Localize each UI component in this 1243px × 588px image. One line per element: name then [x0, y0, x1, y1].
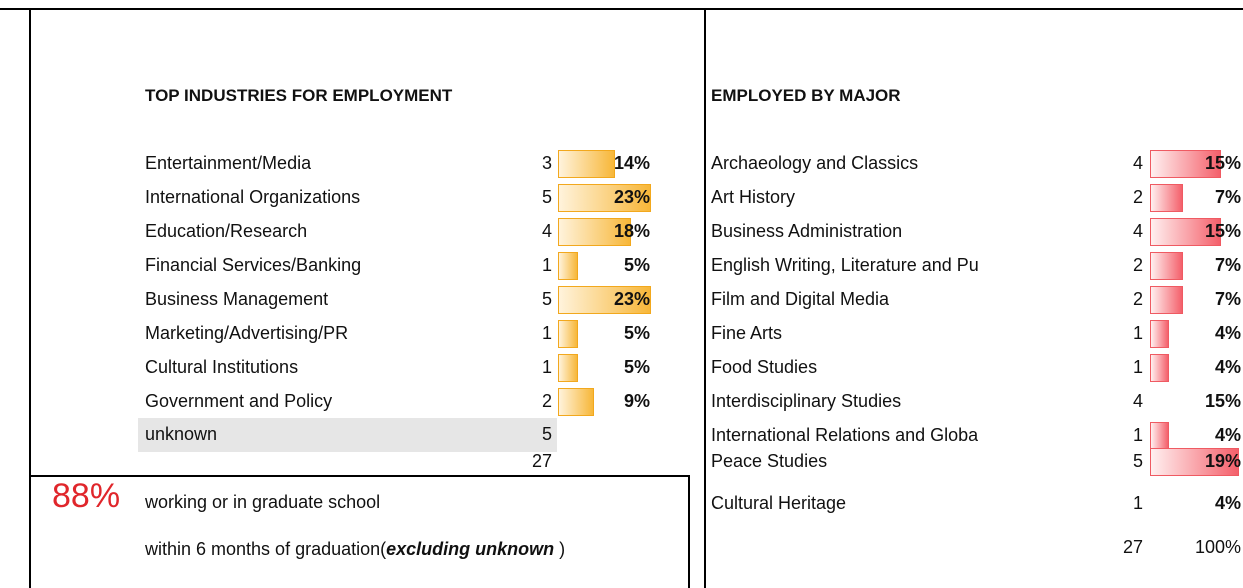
row-percent: 18% — [613, 221, 650, 241]
left-border — [29, 8, 31, 588]
row-count: 2 — [1132, 187, 1143, 207]
data-bar — [1150, 286, 1183, 314]
data-bar — [1150, 252, 1183, 280]
row-percent: 4% — [1214, 323, 1241, 343]
row-label: Education/Research — [145, 221, 308, 241]
row-percent: 4% — [1214, 493, 1241, 513]
row-count: 4 — [1132, 153, 1143, 173]
row-label: Archaeology and Classics — [711, 153, 919, 173]
data-bar — [1150, 448, 1240, 476]
row-percent: 7% — [1214, 289, 1241, 309]
data-bar — [558, 388, 595, 416]
unknown-row-fill — [138, 418, 557, 452]
row-count: 5 — [541, 187, 552, 207]
left-title: TOP INDUSTRIES FOR EMPLOYMENT — [145, 86, 453, 105]
data-bar — [558, 320, 579, 348]
row-percent: 5% — [623, 357, 650, 377]
divider — [704, 8, 706, 588]
row-label: International Organizations — [145, 187, 361, 207]
row-count: 4 — [1132, 391, 1143, 411]
row-count: 1 — [1132, 357, 1143, 377]
row-count: 3 — [541, 153, 552, 173]
row-label: Peace Studies — [711, 451, 828, 471]
row-label: Business Administration — [711, 221, 903, 241]
row-label: International Relations and Globa — [711, 425, 979, 445]
row-count: 1 — [1132, 323, 1143, 343]
summary-text: within 6 months of graduation( — [145, 539, 387, 559]
row-count: 1 — [541, 357, 552, 377]
data-bar — [1150, 184, 1183, 212]
row-count: 1 — [1132, 493, 1143, 513]
unknown-label: unknown — [145, 424, 218, 444]
row-count: 1 — [541, 255, 552, 275]
data-bar — [558, 184, 652, 212]
row-label: Cultural Institutions — [145, 357, 299, 377]
row-count: 2 — [1132, 289, 1143, 309]
summary-emphasis: excluding unknown — [386, 539, 555, 559]
row-percent: 5% — [623, 323, 650, 343]
row-percent: 15% — [1204, 153, 1241, 173]
right-total-percent: 100% — [1194, 537, 1241, 557]
data-bar — [558, 286, 652, 314]
right-total: 27 — [1122, 537, 1143, 557]
row-label: Marketing/Advertising/PR — [145, 323, 349, 343]
summary-percent: 88% — [52, 477, 121, 515]
data-bar — [1150, 354, 1169, 382]
right-title: EMPLOYED BY MAJOR — [711, 86, 901, 105]
row-percent: 7% — [1214, 187, 1241, 207]
row-percent: 23% — [613, 187, 650, 207]
row-percent: 19% — [1204, 451, 1241, 471]
row-percent: 5% — [623, 255, 650, 275]
data-bar — [558, 252, 579, 280]
row-label: Business Management — [145, 289, 329, 309]
data-bar — [558, 218, 631, 246]
top-border — [0, 8, 1243, 10]
data-bar — [1150, 320, 1169, 348]
row-count: 5 — [1132, 451, 1143, 471]
data-bar — [1150, 150, 1221, 178]
row-percent: 14% — [613, 153, 650, 173]
row-percent: 4% — [1214, 425, 1241, 445]
row-percent: 15% — [1204, 391, 1241, 411]
summary-line2: within 6 months of graduation(excluding … — [145, 538, 565, 560]
summary-close: ) — [554, 539, 566, 559]
left-total: 27 — [531, 451, 552, 471]
row-label: Food Studies — [711, 357, 818, 377]
data-bar — [1150, 218, 1221, 246]
data-bar — [558, 150, 615, 178]
row-count: 1 — [541, 323, 552, 343]
row-label: Entertainment/Media — [145, 153, 312, 173]
summary-box — [30, 475, 690, 588]
row-label: Art History — [711, 187, 796, 207]
row-label: Interdisciplinary Studies — [711, 391, 902, 411]
row-count: 2 — [1132, 255, 1143, 275]
row-percent: 9% — [623, 391, 650, 411]
row-label: Fine Arts — [711, 323, 783, 343]
row-label: Financial Services/Banking — [145, 255, 362, 275]
summary-line1: working or in graduate school — [145, 492, 381, 512]
row-percent: 23% — [613, 289, 650, 309]
row-label: Government and Policy — [145, 391, 333, 411]
row-count: 4 — [1132, 221, 1143, 241]
row-percent: 7% — [1214, 255, 1241, 275]
row-label: Film and Digital Media — [711, 289, 890, 309]
row-count: 5 — [541, 289, 552, 309]
row-count: 4 — [541, 221, 552, 241]
data-bar — [558, 354, 579, 382]
row-percent: 4% — [1214, 357, 1241, 377]
row-label: Cultural Heritage — [711, 493, 847, 513]
row-label: English Writing, Literature and Pu — [711, 255, 979, 275]
row-count: 2 — [541, 391, 552, 411]
unknown-count: 5 — [541, 424, 552, 444]
data-bar — [1150, 422, 1169, 450]
row-count: 1 — [1132, 425, 1143, 445]
row-percent: 15% — [1204, 221, 1241, 241]
